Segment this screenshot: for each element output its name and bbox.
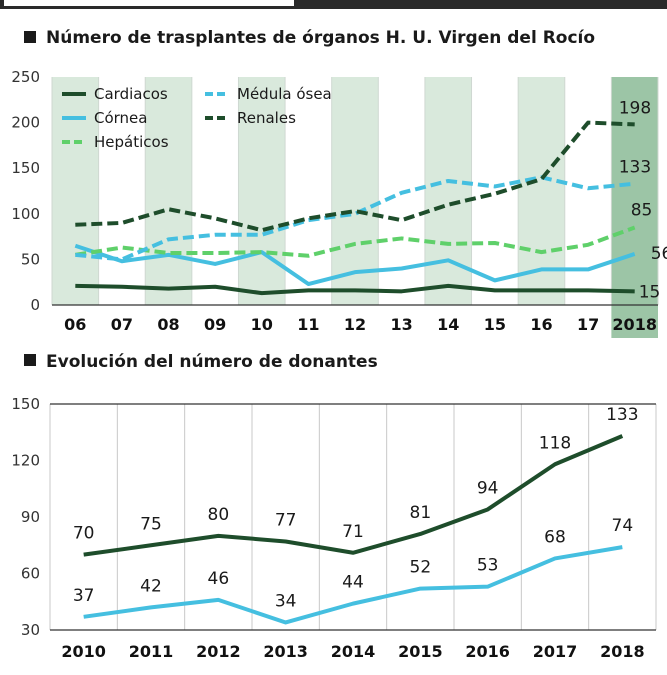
x-tick-label: 2011: [129, 642, 174, 661]
x-tick-label: 2017: [533, 642, 578, 661]
shaded-column-08: [145, 77, 192, 305]
data-label: 34: [275, 591, 297, 611]
x-tick-label: 2015: [398, 642, 443, 661]
x-tick-label: 2012: [196, 642, 241, 661]
data-label: 80: [208, 505, 230, 525]
chart1-legend: Cardiacos Córnea Hepáticos Médula ósea Renal…: [62, 85, 332, 151]
chart1-background: [52, 77, 658, 338]
legend-label-cornea: Córnea: [94, 109, 147, 127]
x-tick-label: 14: [437, 315, 459, 334]
top-strip-inner: [4, 0, 294, 6]
y-tick-label: 150: [11, 159, 40, 177]
x-tick-label: 2016: [465, 642, 510, 661]
x-tick-label: 07: [111, 315, 133, 334]
data-label: 118: [539, 433, 571, 453]
data-label: 68: [544, 527, 566, 547]
end-label-hepaticos: 85: [631, 200, 653, 220]
end-label-medula-osea: 133: [619, 158, 651, 178]
x-tick-label: 2018: [612, 315, 657, 334]
chart2-series: [83, 434, 624, 625]
y-tick-label: 250: [11, 68, 40, 86]
y-tick-label: 0: [30, 296, 40, 314]
data-label: 75: [140, 514, 162, 534]
y-tick-label: 100: [11, 205, 40, 223]
data-label: 37: [73, 586, 95, 606]
x-tick-label: 13: [390, 315, 412, 334]
x-tick-label: 08: [157, 315, 179, 334]
end-label-cornea: 56: [651, 244, 667, 264]
x-tick-label: 2013: [263, 642, 308, 661]
legend-label-renales: Renales: [237, 109, 296, 127]
x-tick-label: 2014: [331, 642, 376, 661]
chart1-title: Número de trasplantes de órganos H. U. V…: [46, 28, 595, 48]
data-label: 74: [612, 516, 634, 536]
end-label-renales: 198: [619, 98, 651, 118]
data-label: 70: [73, 524, 95, 544]
data-label: 81: [410, 503, 432, 523]
shaded-column-14: [424, 77, 472, 305]
chart1-end-labels: 15 56 85 133 198: [619, 98, 667, 302]
x-tick-label: 10: [251, 315, 273, 334]
chart1-series: [74, 120, 636, 296]
donors-chart: Evolución del número de donantes 30 60 90 1…: [11, 352, 657, 661]
legend-label-medula-osea: Médula ósea: [237, 85, 332, 103]
shaded-column-2018: [611, 77, 658, 338]
chart1-x-ticks: 06 07 08 09 10 11 12 13 14 15 16 17 2018: [64, 315, 657, 334]
x-tick-label: 11: [297, 315, 319, 334]
y-tick-label: 200: [11, 114, 40, 132]
series-line-hepaticos: [74, 225, 636, 258]
y-tick-label: 50: [21, 250, 40, 268]
top-strip: [0, 0, 667, 9]
data-label: 46: [208, 569, 230, 589]
legend-label-cardiacos: Cardiacos: [94, 85, 168, 103]
y-tick-label: 90: [21, 508, 40, 526]
donors-series-line-1: [83, 434, 624, 557]
y-tick-label: 150: [11, 395, 40, 413]
legend-label-hepaticos: Hepáticos: [94, 133, 169, 151]
x-tick-label: 12: [344, 315, 366, 334]
data-label: 133: [606, 405, 638, 425]
y-tick-label: 30: [21, 621, 40, 639]
x-tick-label: 2018: [600, 642, 645, 661]
data-label: 44: [342, 573, 364, 593]
x-tick-label: 16: [530, 315, 552, 334]
chart2-data-labels: 70 75 80 77 71 81 94 118 133 37 42 46 34 44 52 53 68 74: [73, 405, 639, 611]
chart2-x-ticks: 2010 2011 2012 2013 2014 2015 2016 2017 2018: [61, 642, 644, 661]
data-label: 94: [477, 478, 499, 498]
x-tick-label: 2010: [61, 642, 106, 661]
title-square-marker: [24, 354, 36, 366]
data-label: 52: [410, 558, 432, 578]
x-tick-label: 06: [64, 315, 86, 334]
donors-series-line-2: [83, 545, 623, 625]
y-tick-label: 120: [11, 452, 40, 470]
data-label: 77: [275, 510, 297, 530]
x-tick-label: 17: [577, 315, 599, 334]
shaded-column-16: [518, 77, 565, 305]
chart1-y-ticks: 0 50 100 150 200 250: [11, 68, 40, 314]
y-tick-label: 60: [21, 565, 40, 583]
chart2-gridlines: [49, 403, 657, 631]
x-tick-label: 15: [484, 315, 506, 334]
shaded-column-06: [52, 77, 99, 305]
series-line-cornea: [74, 243, 636, 287]
transplants-chart: Número de trasplantes de órganos H. U. V…: [11, 28, 667, 338]
end-label-cardiacos: 15: [639, 282, 661, 302]
series-line-cardiacos: [75, 283, 635, 296]
chart1-gridlines: [51, 77, 659, 306]
data-label: 42: [140, 576, 162, 596]
title-square-marker: [24, 31, 36, 43]
data-label: 71: [342, 522, 364, 542]
chart2-title: Evolución del número de donantes: [46, 352, 378, 372]
shaded-column-12: [331, 77, 379, 305]
chart2-y-ticks: 30 60 90 120 150: [11, 395, 40, 639]
shaded-column-10: [238, 77, 286, 305]
data-label: 53: [477, 556, 499, 576]
x-tick-label: 09: [204, 315, 226, 334]
